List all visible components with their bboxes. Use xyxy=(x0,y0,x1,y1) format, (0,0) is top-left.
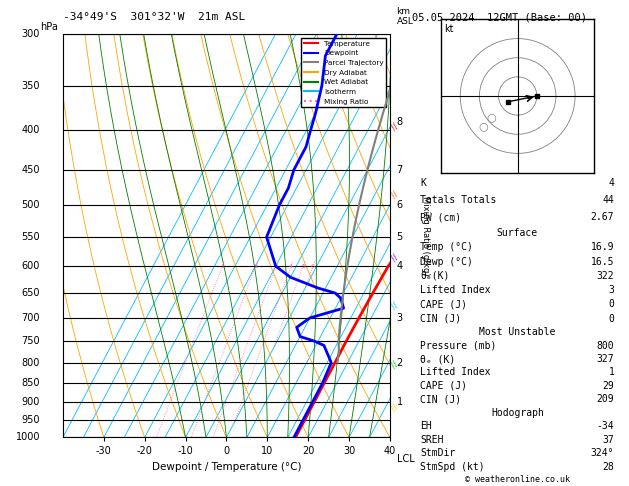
Text: EH: EH xyxy=(420,421,432,431)
Text: 3: 3 xyxy=(396,313,403,323)
Text: 800: 800 xyxy=(21,358,40,367)
Text: 350: 350 xyxy=(21,81,40,91)
Text: 4: 4 xyxy=(396,261,403,271)
Text: 650: 650 xyxy=(21,288,40,298)
Legend: Temperature, Dewpoint, Parcel Trajectory, Dry Adiabat, Wet Adiabat, Isotherm, Mi: Temperature, Dewpoint, Parcel Trajectory… xyxy=(301,37,386,107)
Text: 2.67: 2.67 xyxy=(591,212,615,223)
Text: 209: 209 xyxy=(597,394,615,404)
Text: 3: 3 xyxy=(274,264,278,269)
Text: 500: 500 xyxy=(21,200,40,210)
Text: SREH: SREH xyxy=(420,435,444,445)
Text: km
ASL: km ASL xyxy=(396,6,413,26)
Text: 324°: 324° xyxy=(591,449,615,458)
Text: CIN (J): CIN (J) xyxy=(420,313,462,324)
Text: 44: 44 xyxy=(603,195,615,206)
Text: StmSpd (kt): StmSpd (kt) xyxy=(420,462,485,472)
Text: CIN (J): CIN (J) xyxy=(420,394,462,404)
Text: 5: 5 xyxy=(396,232,403,242)
Text: CAPE (J): CAPE (J) xyxy=(420,381,467,391)
Text: K: K xyxy=(420,178,426,189)
Text: 850: 850 xyxy=(21,378,40,388)
Text: 5: 5 xyxy=(301,264,305,269)
Text: kt: kt xyxy=(444,24,454,34)
Text: CAPE (J): CAPE (J) xyxy=(420,299,467,309)
Text: //: // xyxy=(390,189,400,200)
Text: 327: 327 xyxy=(597,354,615,364)
Text: 16.5: 16.5 xyxy=(591,257,615,267)
Text: LCL: LCL xyxy=(396,453,415,464)
Text: Mixing Ratio (g/kg): Mixing Ratio (g/kg) xyxy=(421,196,430,276)
Text: 37: 37 xyxy=(603,435,615,445)
Text: Lifted Index: Lifted Index xyxy=(420,367,491,378)
Text: θₑ (K): θₑ (K) xyxy=(420,354,455,364)
Text: 1000: 1000 xyxy=(16,433,40,442)
Text: 7: 7 xyxy=(396,165,403,175)
Text: 4: 4 xyxy=(289,264,293,269)
Text: PW (cm): PW (cm) xyxy=(420,212,462,223)
Text: 3: 3 xyxy=(608,285,615,295)
Text: 600: 600 xyxy=(21,261,40,271)
Text: 6: 6 xyxy=(396,200,403,210)
Text: -34: -34 xyxy=(597,421,615,431)
Text: 4: 4 xyxy=(608,178,615,189)
Text: Hodograph: Hodograph xyxy=(491,408,544,417)
Text: //: // xyxy=(390,252,400,263)
Text: hPa: hPa xyxy=(40,22,58,32)
Text: 8: 8 xyxy=(396,117,403,127)
Text: 28: 28 xyxy=(603,462,615,472)
Text: 05.05.2024  12GMT (Base: 00): 05.05.2024 12GMT (Base: 00) xyxy=(412,12,587,22)
Text: 2: 2 xyxy=(253,264,257,269)
Text: 16.9: 16.9 xyxy=(591,243,615,252)
Text: //: // xyxy=(390,301,400,312)
Text: 550: 550 xyxy=(21,232,40,242)
Text: 400: 400 xyxy=(21,125,40,136)
Text: Lifted Index: Lifted Index xyxy=(420,285,491,295)
Text: StmDir: StmDir xyxy=(420,449,455,458)
Text: Totals Totals: Totals Totals xyxy=(420,195,497,206)
Text: //: // xyxy=(390,121,400,132)
Text: θₑ(K): θₑ(K) xyxy=(420,271,450,281)
Text: 2: 2 xyxy=(396,358,403,367)
Text: 0: 0 xyxy=(608,313,615,324)
Text: 0: 0 xyxy=(608,299,615,309)
Text: 950: 950 xyxy=(21,415,40,425)
Text: 1: 1 xyxy=(608,367,615,378)
Text: 750: 750 xyxy=(21,336,40,346)
Text: ○: ○ xyxy=(486,112,496,122)
Text: -34°49'S  301°32'W  21m ASL: -34°49'S 301°32'W 21m ASL xyxy=(63,12,245,22)
Text: Dewp (°C): Dewp (°C) xyxy=(420,257,473,267)
Text: Most Unstable: Most Unstable xyxy=(479,327,555,337)
Text: 900: 900 xyxy=(21,397,40,407)
Text: 322: 322 xyxy=(597,271,615,281)
Text: 700: 700 xyxy=(21,313,40,323)
Text: Surface: Surface xyxy=(497,228,538,238)
Text: 29: 29 xyxy=(603,381,615,391)
Text: 1: 1 xyxy=(396,397,403,407)
Text: 300: 300 xyxy=(21,29,40,39)
Text: //: // xyxy=(390,359,400,370)
X-axis label: Dewpoint / Temperature (°C): Dewpoint / Temperature (°C) xyxy=(152,462,301,472)
Text: 800: 800 xyxy=(597,341,615,351)
Text: Pressure (mb): Pressure (mb) xyxy=(420,341,497,351)
Text: ○: ○ xyxy=(478,122,488,132)
Text: //: // xyxy=(390,403,400,414)
Text: 6: 6 xyxy=(311,264,315,269)
Text: Temp (°C): Temp (°C) xyxy=(420,243,473,252)
Text: © weatheronline.co.uk: © weatheronline.co.uk xyxy=(465,474,569,484)
Text: 1: 1 xyxy=(220,264,225,269)
Text: 450: 450 xyxy=(21,165,40,175)
